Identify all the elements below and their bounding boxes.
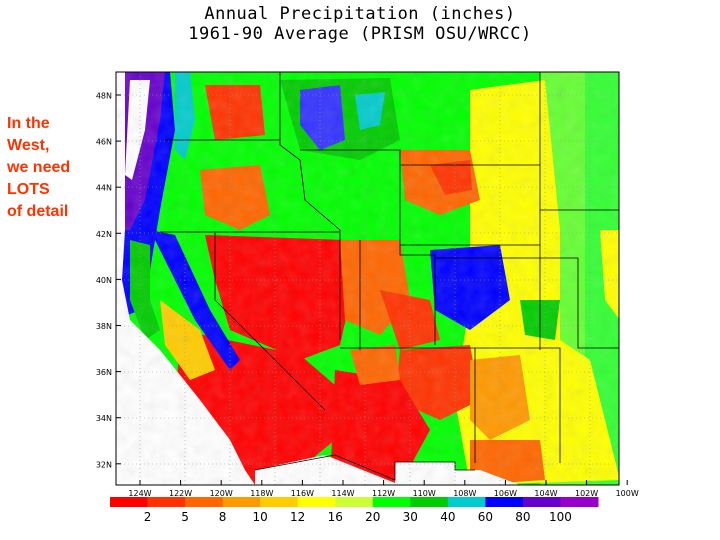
lon-tick-label: 114W	[331, 489, 354, 498]
state-line	[399, 245, 436, 345]
lon-tick-label: 104W	[534, 489, 557, 498]
legend-swatch	[185, 497, 224, 507]
state-boundaries	[160, 72, 619, 481]
lat-tick-label: 32N	[96, 460, 112, 469]
lat-tick-label: 40N	[96, 276, 112, 285]
lat-axis: 48N 46N 44N 42N 40N 38N 36N 34N 32N	[96, 92, 121, 469]
side-note-line: of detail	[7, 203, 69, 220]
lon-tick-label: 118W	[250, 489, 273, 498]
lat-tick-label: 34N	[96, 414, 112, 423]
legend-label: 10	[253, 510, 268, 524]
lon-tick-label: 106W	[494, 489, 517, 498]
lon-tick-label: 122W	[169, 489, 192, 498]
legend-swatch	[522, 497, 561, 507]
legend-swatch	[297, 497, 336, 507]
legend-swatch	[560, 497, 599, 507]
map-field	[116, 72, 619, 485]
side-note-line: we need	[7, 159, 71, 176]
map-subtitle: 1961-90 Average (PRISM OSU/WRCC)	[188, 24, 532, 44]
side-note-line: LOTS	[7, 181, 50, 198]
legend-label: 12	[290, 510, 305, 524]
side-note-line: West,	[7, 137, 50, 154]
legend-swatch	[335, 497, 374, 507]
lon-tick-label: 124W	[128, 489, 151, 498]
lat-tick-label: 42N	[96, 230, 112, 239]
legend-swatch	[147, 497, 186, 507]
map-frame	[115, 71, 620, 486]
legend-swatch	[222, 497, 261, 507]
legend: 2 5 8 10 12 16 20 30 40 60 80 100	[110, 497, 599, 524]
lon-tick-label: 100W	[616, 489, 639, 498]
lat-tick-label: 46N	[96, 138, 112, 147]
state-line	[340, 347, 561, 463]
legend-label: 8	[219, 510, 227, 524]
legend-swatch	[447, 497, 486, 507]
lon-tick-label: 112W	[372, 489, 395, 498]
legend-swatch	[372, 497, 411, 507]
lat-tick-label: 36N	[96, 368, 112, 377]
legend-label: 30	[403, 510, 418, 524]
lon-axis: 124W 122W 120W 118W 116W 114W 112W 110W 108W 106W…	[128, 480, 639, 498]
legend-label: 20	[365, 510, 380, 524]
legend-swatch	[410, 497, 449, 507]
state-line	[300, 149, 540, 246]
map-title: Annual Precipitation (inches)	[204, 4, 516, 24]
legend-label: 60	[478, 510, 493, 524]
legend-label: 40	[440, 510, 455, 524]
legend-swatch	[110, 497, 149, 507]
legend-label: 100	[549, 510, 572, 524]
lat-tick-label: 48N	[96, 92, 112, 101]
field-texture	[116, 72, 619, 485]
side-note-line: In the	[7, 115, 50, 132]
lon-tick-label: 108W	[453, 489, 476, 498]
legend-label: 5	[181, 510, 189, 524]
legend-label: 16	[328, 510, 343, 524]
lat-tick-label: 38N	[96, 322, 112, 331]
legend-swatch	[485, 497, 524, 507]
border-mexico	[254, 454, 475, 481]
legend-label: 80	[515, 510, 530, 524]
state-line	[435, 257, 619, 349]
state-line	[279, 72, 341, 231]
legend-swatch	[260, 497, 299, 507]
lat-tick-label: 44N	[96, 184, 112, 193]
lon-tick-label: 120W	[210, 489, 233, 498]
state-line	[214, 232, 326, 411]
lon-tick-label: 110W	[413, 489, 436, 498]
side-note: In the West, we need LOTS of detail	[7, 113, 70, 223]
lon-tick-label: 116W	[291, 489, 314, 498]
lon-tick-label: 102W	[575, 489, 598, 498]
legend-label: 2	[144, 510, 152, 524]
